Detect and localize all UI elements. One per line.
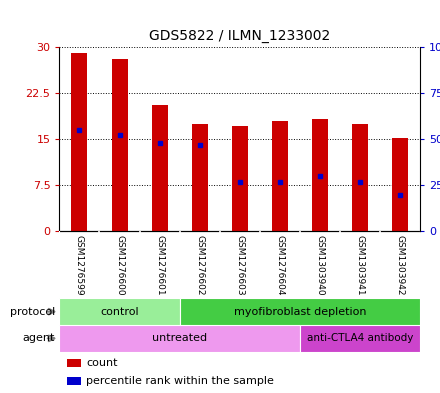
Bar [192, 124, 208, 231]
Bar [66, 377, 81, 385]
Text: GSM1303942: GSM1303942 [396, 235, 405, 295]
Bar [59, 325, 300, 352]
Bar [66, 359, 81, 367]
Text: GSM1276604: GSM1276604 [275, 235, 284, 295]
Text: myofibroblast depletion: myofibroblast depletion [234, 307, 366, 317]
Bar [180, 298, 420, 325]
Bar [111, 59, 128, 231]
Text: agent: agent [22, 333, 55, 343]
Text: control: control [100, 307, 139, 317]
Text: GSM1276602: GSM1276602 [195, 235, 204, 295]
Text: GSM1276600: GSM1276600 [115, 235, 124, 295]
Text: GSM1276599: GSM1276599 [75, 235, 84, 295]
Text: count: count [86, 358, 118, 368]
Bar [300, 325, 420, 352]
Text: protocol: protocol [10, 307, 55, 317]
Bar [152, 105, 168, 231]
Bar [352, 124, 368, 231]
Text: anti-CTLA4 antibody: anti-CTLA4 antibody [307, 333, 413, 343]
Bar [392, 138, 408, 231]
Text: GSM1303940: GSM1303940 [315, 235, 324, 295]
Bar [71, 53, 88, 231]
Text: GSM1276603: GSM1276603 [235, 235, 244, 295]
Bar [59, 298, 180, 325]
Title: GDS5822 / ILMN_1233002: GDS5822 / ILMN_1233002 [149, 29, 330, 43]
Bar [232, 126, 248, 231]
Bar [312, 119, 328, 231]
Text: percentile rank within the sample: percentile rank within the sample [86, 376, 274, 386]
Text: untreated: untreated [152, 333, 207, 343]
Text: GSM1276601: GSM1276601 [155, 235, 164, 295]
Bar [272, 121, 288, 231]
Text: GSM1303941: GSM1303941 [356, 235, 365, 295]
